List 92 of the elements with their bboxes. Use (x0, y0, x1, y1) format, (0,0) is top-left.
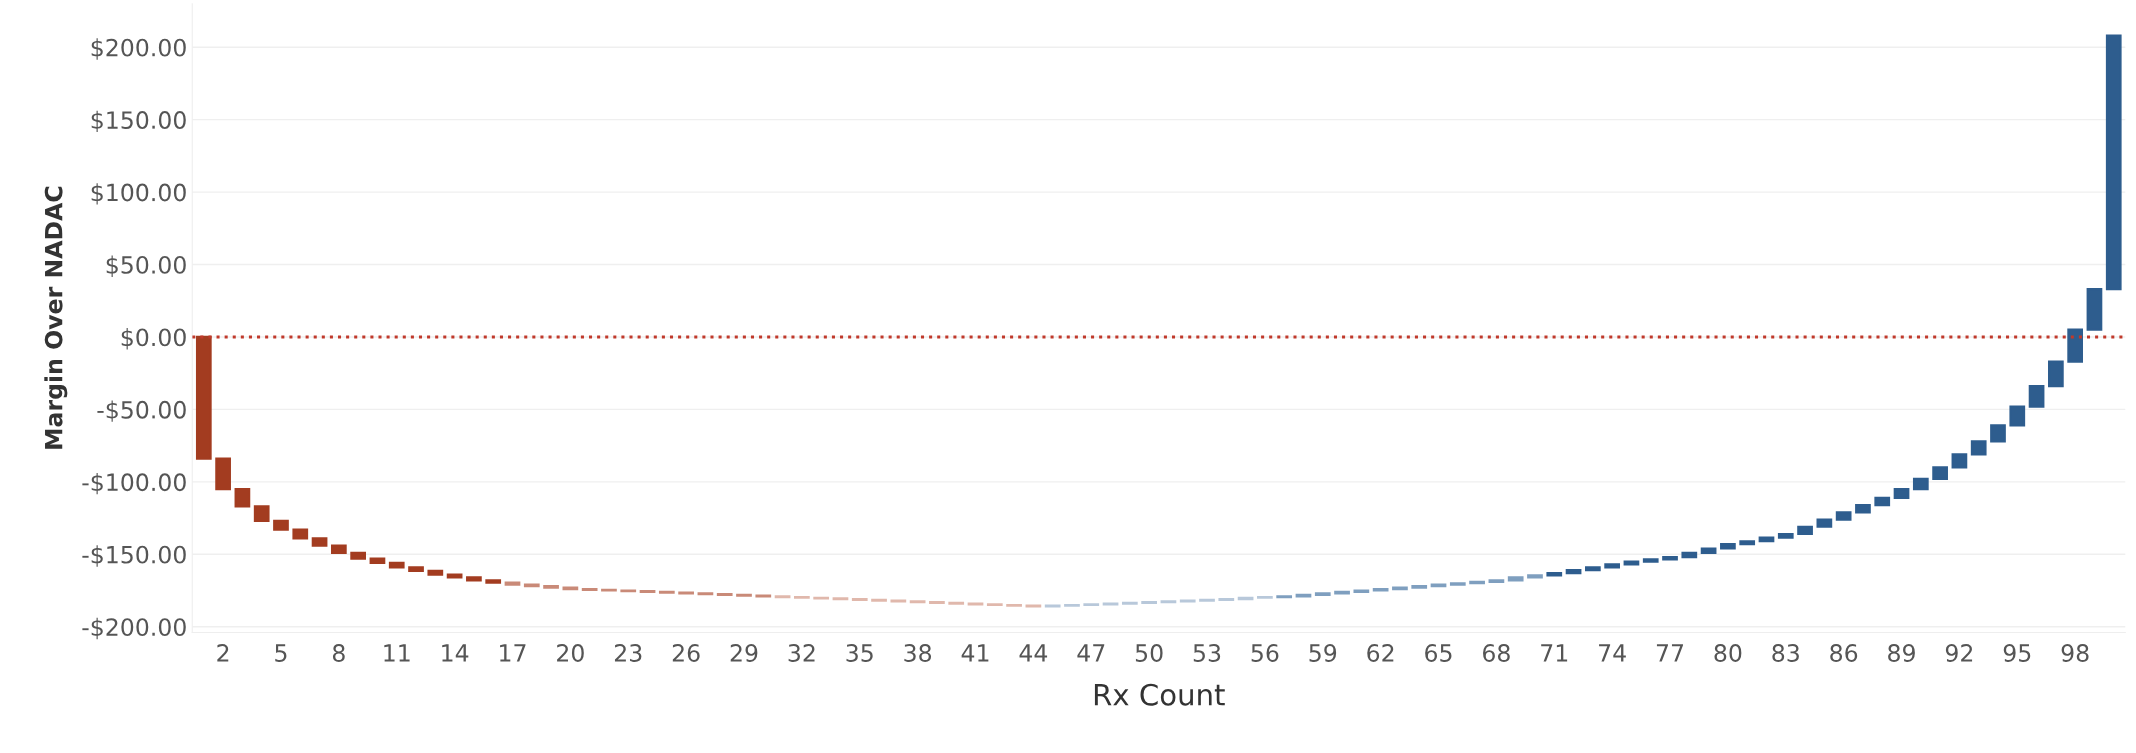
bar (1507, 576, 1524, 582)
x-tick-label: 92 (1945, 644, 1973, 662)
x-tick-label: 68 (1483, 644, 1510, 662)
x-tick-label: 89 (1888, 644, 1915, 662)
y-tick-label: -$100.00 (82, 472, 186, 495)
bar (1700, 547, 1717, 554)
bar (1739, 540, 1756, 546)
bar (1912, 477, 1929, 491)
bar (1565, 569, 1582, 575)
bar (1584, 566, 1601, 572)
y-tick-label: $50.00 (106, 255, 186, 277)
bar (234, 487, 251, 508)
x-tick-label: 32 (788, 644, 815, 662)
bar (504, 581, 521, 586)
bar (1951, 453, 1968, 469)
y-axis-title: Margin Over NADAC (44, 186, 68, 449)
x-tick-label: 62 (1367, 644, 1394, 662)
bar (2105, 34, 2122, 291)
x-tick-label: 47 (1077, 644, 1105, 662)
x-tick-label: 56 (1251, 644, 1279, 662)
x-tick-label: 86 (1830, 644, 1858, 662)
x-tick-label: 8 (332, 644, 345, 662)
bar (1893, 487, 1910, 499)
bar (1835, 511, 1852, 521)
bar (1816, 518, 1833, 528)
y-tick-label: $200.00 (91, 38, 186, 60)
x-tick-label: 83 (1772, 644, 1799, 662)
bar (2067, 328, 2084, 363)
bar (195, 335, 212, 460)
y-tick-label: -$200.00 (82, 617, 186, 640)
x-tick-label: 98 (2061, 644, 2089, 662)
y-tick-label: $100.00 (91, 183, 186, 205)
x-tick-label: 50 (1135, 644, 1163, 662)
x-tick-label: 59 (1309, 644, 1337, 662)
x-tick-label: 65 (1425, 644, 1452, 662)
bar (350, 551, 367, 560)
x-tick-label: 80 (1714, 644, 1742, 662)
bar (215, 457, 231, 491)
x-tick-label: 44 (1019, 644, 1048, 662)
bar (388, 561, 405, 569)
bar (446, 573, 463, 579)
bar (2086, 288, 2103, 331)
x-tick-label: 26 (672, 644, 700, 662)
bar (1797, 525, 1813, 536)
x-tick-label: 71 (1541, 644, 1568, 662)
bar (1604, 563, 1621, 569)
x-tick-label: 95 (2003, 644, 2031, 662)
x-tick-label: 53 (1193, 644, 1221, 662)
x-tick-label: 77 (1656, 644, 1684, 662)
bar (1681, 551, 1698, 559)
x-tick-label: 41 (961, 644, 989, 662)
x-tick-label: 14 (442, 644, 469, 662)
bar (369, 557, 386, 565)
bar (311, 537, 328, 547)
bar (1970, 440, 1987, 456)
bar (2048, 360, 2064, 388)
bar (1527, 574, 1543, 579)
x-tick-label: 17 (500, 644, 526, 662)
bar (1777, 532, 1794, 539)
x-tick-label: 20 (557, 644, 584, 662)
bar (485, 579, 502, 584)
bar (408, 566, 424, 573)
x-tick-label: 23 (614, 644, 642, 662)
bar (292, 528, 309, 540)
bar (1874, 496, 1891, 507)
x-tick-label: 11 (384, 644, 410, 662)
x-tick-label: 2 (217, 644, 229, 662)
bar (1662, 556, 1678, 561)
bar (1855, 503, 1871, 514)
bar (1932, 466, 1948, 481)
x-tick-label: 29 (730, 644, 758, 662)
y-tick-label: $0.00 (121, 328, 186, 350)
bar (273, 519, 289, 531)
bar (1990, 424, 2006, 443)
bar (1642, 558, 1659, 563)
y-tick-label: -$150.00 (82, 545, 186, 567)
bar (2028, 385, 2045, 408)
x-tick-label: 74 (1599, 644, 1626, 662)
x-tick-label: 38 (904, 644, 932, 662)
bar (1546, 572, 1563, 577)
bar (253, 505, 270, 523)
y-tick-label: $150.00 (91, 110, 186, 133)
bar (466, 576, 482, 582)
x-tick-label: 35 (846, 644, 873, 662)
bar (1720, 543, 1736, 550)
bar (331, 544, 347, 554)
y-tick-label: -$50.00 (97, 400, 186, 422)
bar (427, 569, 444, 576)
x-axis-title: Rx Count (1094, 683, 1225, 706)
x-tick-label: 5 (275, 644, 287, 662)
bar (1623, 560, 1640, 566)
bar (2009, 405, 2026, 427)
